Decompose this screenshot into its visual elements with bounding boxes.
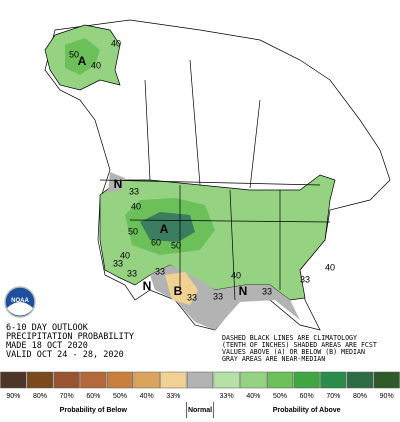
note-line: VALUES ABOVE (A) OR BELOW (B) MEDIAN bbox=[222, 348, 365, 356]
legend-swatch bbox=[346, 371, 374, 389]
map-label: 40 bbox=[325, 262, 335, 272]
legend-label: 50% bbox=[273, 393, 287, 400]
legend-swatch bbox=[320, 371, 347, 389]
map-label: 40 bbox=[131, 201, 141, 211]
note-line: GRAY AREAS ARE NEAR-MEDIAN bbox=[222, 355, 325, 363]
legend-label: 90% bbox=[380, 393, 394, 400]
notes: DASHED BLACK LINES ARE CLIMATOLOGY (TENT… bbox=[222, 334, 377, 363]
legend-label: 60% bbox=[300, 393, 314, 400]
map-shapes bbox=[44, 19, 391, 331]
legend-label: 70% bbox=[60, 393, 74, 400]
legend-label: 70% bbox=[326, 393, 340, 400]
legend-swatch bbox=[240, 371, 267, 389]
outlook-line: MADE 18 OCT 2020 bbox=[6, 341, 88, 351]
legend-title: Normal bbox=[188, 407, 212, 414]
outlook-text: 6-10 DAY OUTLOOK PRECIPITATION PROBABILI… bbox=[6, 323, 134, 360]
legend-label: 50% bbox=[113, 393, 127, 400]
us-dark bbox=[140, 212, 195, 242]
borders bbox=[99, 59, 331, 301]
noaa-logo: NOAA bbox=[4, 286, 36, 318]
map-label: 33 bbox=[187, 292, 197, 302]
map-label: 33 bbox=[129, 186, 139, 196]
below-tan bbox=[165, 272, 198, 305]
map-label: B bbox=[174, 284, 183, 298]
legend-label: 40% bbox=[140, 393, 154, 400]
legend-title: Probability of Above bbox=[273, 407, 341, 414]
note-line: (TENTH OF INCHES) SHADED AREAS ARE FCST bbox=[222, 341, 377, 349]
legend-label: 80% bbox=[33, 393, 47, 400]
map-label: 33 bbox=[213, 291, 223, 301]
logo-text: NOAA bbox=[11, 298, 29, 304]
outlook-line: 6-10 DAY OUTLOOK bbox=[6, 323, 89, 333]
legend-swatch bbox=[266, 371, 294, 389]
map-label: 50 bbox=[128, 226, 138, 236]
map-label: N bbox=[114, 177, 123, 191]
legend-swatch bbox=[373, 371, 400, 389]
map-label: 40 bbox=[111, 38, 121, 48]
map-label: 33 bbox=[300, 274, 310, 284]
note-line: DASHED BLACK LINES ARE CLIMATOLOGY bbox=[222, 334, 357, 342]
legend-swatch bbox=[80, 371, 107, 389]
legend-title: Probability of Below bbox=[60, 407, 128, 414]
legend-label: 90% bbox=[6, 393, 20, 400]
legend-swatch bbox=[160, 371, 187, 389]
contour-labels: A 50 40 40 N 33 40 A 60 50 50 40 33 33 N… bbox=[69, 38, 335, 302]
map-label: A bbox=[160, 222, 169, 236]
map-label: 33 bbox=[155, 266, 165, 276]
legend-swatch bbox=[213, 371, 240, 389]
outlook-line: VALID OCT 24 - 28, 2020 bbox=[6, 350, 124, 360]
map-label: 50 bbox=[171, 240, 181, 250]
alaska-dark bbox=[65, 38, 100, 75]
map-label: 33 bbox=[127, 268, 137, 278]
legend-swatch bbox=[133, 371, 160, 389]
legend-label: 33% bbox=[166, 393, 180, 400]
map-label: N bbox=[239, 284, 248, 298]
legend: 90% 80% 70% 60% 50% 40% 33% Normal 33% 40% 50% 60% 7… bbox=[0, 371, 400, 418]
legend-label: 33% bbox=[220, 393, 234, 400]
legend-swatch bbox=[0, 371, 27, 389]
legend-swatch bbox=[106, 371, 134, 389]
map-label: 60 bbox=[151, 237, 161, 247]
outlook-line: PRECIPITATION PROBABILITY bbox=[6, 332, 134, 342]
legend-swatch bbox=[53, 371, 80, 389]
map-label: A bbox=[78, 54, 87, 68]
legend-swatch bbox=[26, 371, 54, 389]
legend-label: 60% bbox=[86, 393, 100, 400]
map-label: 40 bbox=[120, 250, 130, 260]
legend-label: 80% bbox=[353, 393, 367, 400]
map-label: 40 bbox=[91, 60, 101, 70]
map-label: 40 bbox=[231, 270, 241, 280]
map-label: 33 bbox=[113, 258, 123, 268]
map-label: N bbox=[143, 279, 152, 293]
nw-gray bbox=[108, 172, 125, 192]
legend-label: 40% bbox=[246, 393, 260, 400]
legend-swatch bbox=[293, 371, 320, 389]
map-label: 33 bbox=[262, 286, 272, 296]
map-label: 50 bbox=[69, 49, 79, 59]
legend-swatch bbox=[186, 371, 214, 389]
